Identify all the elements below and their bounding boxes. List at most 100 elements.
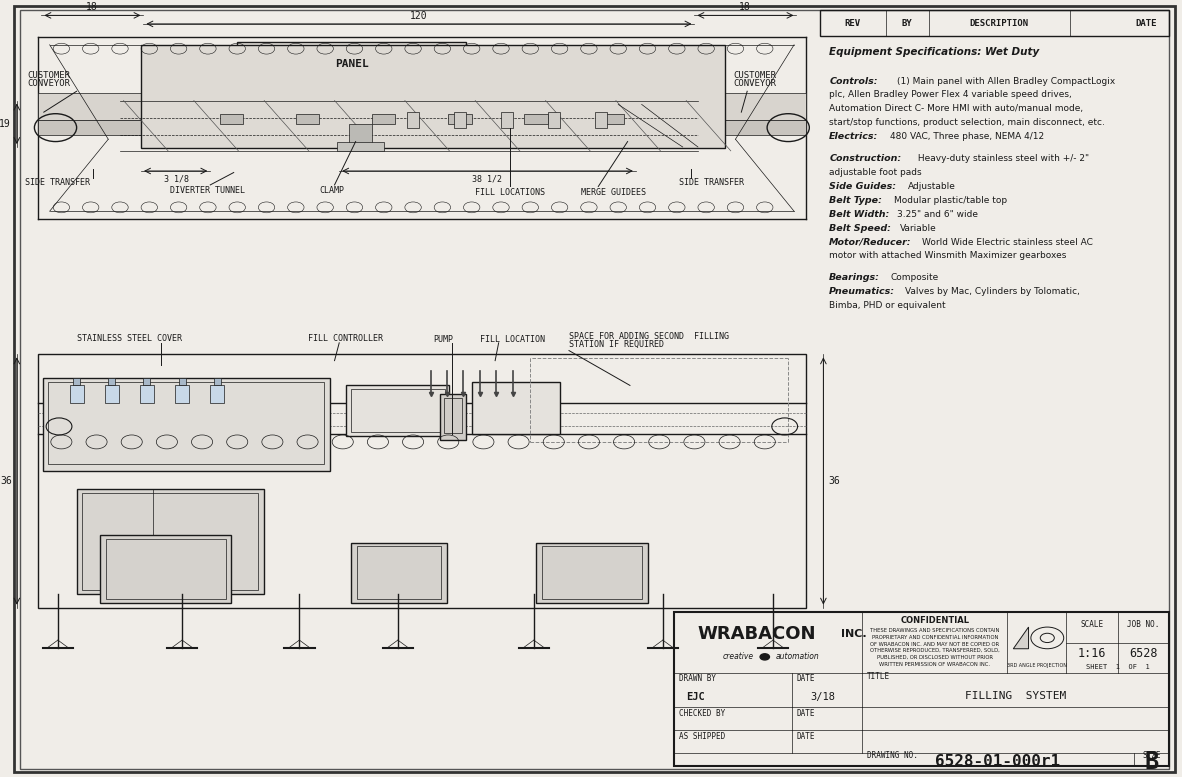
Text: DIVERTER TUNNEL: DIVERTER TUNNEL bbox=[170, 186, 246, 196]
Text: 6528-01-000r1: 6528-01-000r1 bbox=[935, 754, 1060, 768]
Bar bbox=[38, 354, 806, 608]
Bar bbox=[337, 141, 384, 151]
Text: automation: automation bbox=[775, 653, 819, 661]
Text: 36: 36 bbox=[0, 476, 12, 486]
Text: OF WRABACON INC. AND MAY NOT BE COPIED OR: OF WRABACON INC. AND MAY NOT BE COPIED O… bbox=[870, 642, 999, 646]
Text: Pneumatics:: Pneumatics: bbox=[830, 287, 895, 296]
Text: Composite: Composite bbox=[890, 274, 939, 282]
Bar bbox=[443, 398, 462, 433]
Text: Bearings:: Bearings: bbox=[830, 274, 881, 282]
Bar bbox=[501, 112, 513, 127]
Bar bbox=[543, 546, 642, 599]
Text: PANEL: PANEL bbox=[335, 59, 369, 68]
Bar bbox=[700, 92, 806, 120]
Text: Automation Direct C- More HMI with auto/manual mode,: Automation Direct C- More HMI with auto/… bbox=[830, 104, 1084, 113]
Text: B: B bbox=[1144, 750, 1158, 774]
Text: Controls:: Controls: bbox=[830, 77, 878, 85]
Bar bbox=[351, 542, 447, 603]
Bar bbox=[178, 378, 186, 385]
Text: PUBLISHED, OR DISCLOSED WITHOUT PRIOR: PUBLISHED, OR DISCLOSED WITHOUT PRIOR bbox=[877, 655, 993, 660]
Text: Belt Speed:: Belt Speed: bbox=[830, 224, 891, 232]
Text: 3 1/8: 3 1/8 bbox=[164, 174, 189, 183]
Bar bbox=[525, 114, 548, 124]
Text: Motor/Reducer:: Motor/Reducer: bbox=[830, 238, 911, 246]
Bar bbox=[296, 114, 319, 124]
Bar bbox=[440, 394, 466, 441]
Circle shape bbox=[760, 653, 769, 660]
Bar bbox=[537, 542, 648, 603]
Bar bbox=[109, 378, 116, 385]
Text: creative: creative bbox=[723, 653, 754, 661]
Text: REV: REV bbox=[845, 19, 860, 28]
Bar bbox=[48, 382, 324, 464]
Text: SCALE: SCALE bbox=[1080, 620, 1104, 629]
Bar bbox=[454, 112, 466, 127]
Text: WRABACON: WRABACON bbox=[697, 625, 816, 643]
Text: 19: 19 bbox=[0, 119, 11, 129]
Bar bbox=[595, 112, 606, 127]
Text: motor with attached Winsmith Maximizer gearboxes: motor with attached Winsmith Maximizer g… bbox=[830, 252, 1066, 260]
Text: SIDE TRANSFER: SIDE TRANSFER bbox=[680, 178, 745, 187]
Text: JOB NO.: JOB NO. bbox=[1128, 620, 1160, 629]
Text: Belt Type:: Belt Type: bbox=[830, 196, 882, 205]
Text: DRAWING NO.: DRAWING NO. bbox=[866, 751, 917, 760]
Text: 18: 18 bbox=[86, 2, 98, 12]
Text: SIZE: SIZE bbox=[1142, 751, 1161, 760]
Text: Side Guides:: Side Guides: bbox=[830, 182, 896, 191]
Bar bbox=[346, 385, 449, 436]
Text: 120: 120 bbox=[410, 11, 428, 21]
Text: FILL LOCATIONS: FILL LOCATIONS bbox=[475, 188, 545, 197]
Text: DATE: DATE bbox=[797, 709, 814, 718]
Text: 6528: 6528 bbox=[1129, 647, 1157, 660]
Text: CHECKED BY: CHECKED BY bbox=[680, 709, 726, 718]
Bar bbox=[700, 120, 806, 135]
Bar bbox=[408, 112, 418, 127]
Bar bbox=[139, 385, 154, 403]
Text: 3RD ANGLE PROJECTION: 3RD ANGLE PROJECTION bbox=[1007, 663, 1066, 668]
Text: 18: 18 bbox=[739, 2, 751, 12]
Bar bbox=[600, 114, 624, 124]
Text: Belt Width:: Belt Width: bbox=[830, 210, 890, 218]
Text: CONVEYOR: CONVEYOR bbox=[27, 79, 71, 88]
Bar bbox=[83, 493, 259, 590]
Text: Variable: Variable bbox=[900, 224, 936, 232]
Text: Equipment Specifications: Wet Duty: Equipment Specifications: Wet Duty bbox=[830, 47, 1039, 57]
Text: 3/18: 3/18 bbox=[811, 692, 836, 702]
Bar bbox=[105, 385, 119, 403]
Bar bbox=[43, 378, 330, 472]
Bar bbox=[143, 378, 150, 385]
Text: PROPRIETARY AND CONFIDENTIAL INFORMATION: PROPRIETARY AND CONFIDENTIAL INFORMATION bbox=[871, 635, 998, 639]
Text: Bimba, PHD or equivalent: Bimba, PHD or equivalent bbox=[830, 301, 946, 310]
Text: plc, Allen Bradley Power Flex 4 variable speed drives,: plc, Allen Bradley Power Flex 4 variable… bbox=[830, 90, 1072, 99]
Text: INC.: INC. bbox=[840, 629, 866, 639]
Bar bbox=[472, 382, 559, 434]
Text: SPACE FOR ADDING SECOND  FILLING: SPACE FOR ADDING SECOND FILLING bbox=[569, 333, 729, 341]
Bar bbox=[210, 385, 225, 403]
Bar bbox=[238, 43, 466, 85]
Polygon shape bbox=[1013, 627, 1028, 649]
Text: FILL CONTROLLER: FILL CONTROLLER bbox=[307, 334, 383, 343]
Text: DATE: DATE bbox=[1135, 19, 1156, 28]
Text: WRITTEN PERMISSION OF WRABACON INC.: WRITTEN PERMISSION OF WRABACON INC. bbox=[879, 662, 991, 667]
Text: CUSTOMER: CUSTOMER bbox=[27, 71, 71, 79]
Text: Construction:: Construction: bbox=[830, 154, 902, 163]
Text: Modular plastic/table top: Modular plastic/table top bbox=[894, 196, 1007, 205]
Text: start/stop functions, product selection, main disconnect, etc.: start/stop functions, product selection,… bbox=[830, 118, 1105, 127]
Bar bbox=[141, 45, 725, 148]
Text: (1) Main panel with Allen Bradley CompactLogix: (1) Main panel with Allen Bradley Compac… bbox=[897, 77, 1116, 85]
Text: 38 1/2: 38 1/2 bbox=[472, 174, 502, 183]
Text: MERGE GUIDEES: MERGE GUIDEES bbox=[580, 188, 645, 197]
Bar bbox=[548, 112, 559, 127]
Text: World Wide Electric stainless steel AC: World Wide Electric stainless steel AC bbox=[922, 238, 1092, 246]
Text: DESCRIPTION: DESCRIPTION bbox=[969, 19, 1028, 28]
Bar bbox=[38, 92, 143, 120]
Text: THESE DRAWINGS AND SPECIFICATIONS CONTAIN: THESE DRAWINGS AND SPECIFICATIONS CONTAI… bbox=[870, 628, 1000, 633]
Text: 36: 36 bbox=[829, 476, 839, 486]
Text: adjustable foot pads: adjustable foot pads bbox=[830, 168, 922, 177]
Text: CLAMP: CLAMP bbox=[319, 186, 344, 196]
Text: 3.25" and 6" wide: 3.25" and 6" wide bbox=[897, 210, 979, 218]
Bar bbox=[351, 389, 444, 432]
Bar bbox=[349, 124, 372, 143]
Text: DATE: DATE bbox=[797, 733, 814, 741]
Bar bbox=[820, 10, 1169, 37]
